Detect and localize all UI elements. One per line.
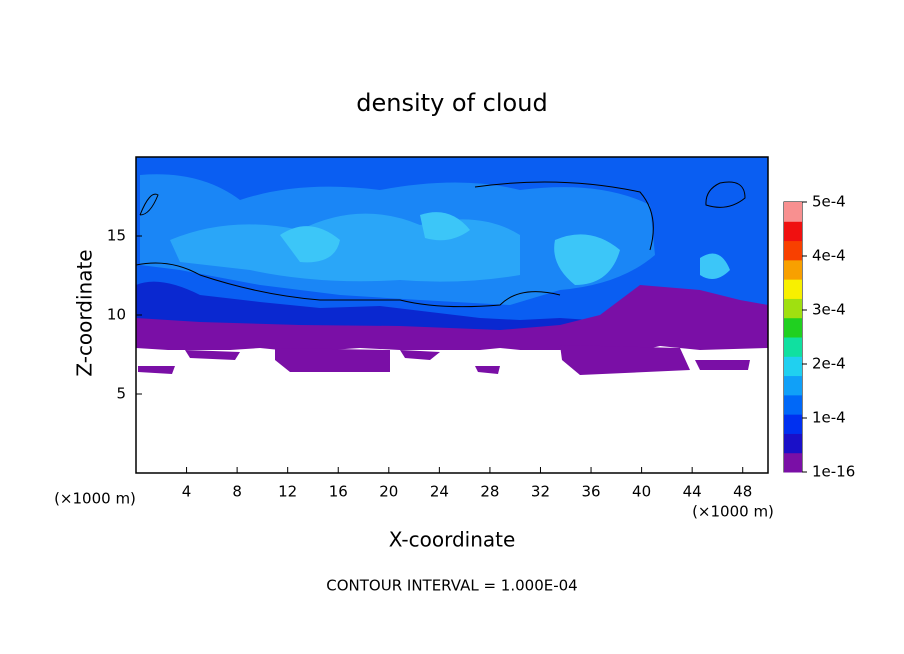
colorbar-swatch <box>784 375 802 396</box>
colorbar-tick-label: 4e-4 <box>812 247 846 265</box>
colorbar-tick-label: 2e-4 <box>812 355 846 373</box>
colorbar-swatch <box>784 298 802 319</box>
x-tick-label: 8 <box>232 483 242 501</box>
x-tick-label: 28 <box>480 483 499 501</box>
colorbar-swatch <box>784 221 802 242</box>
colorbar-tick-label: 1e-4 <box>812 409 846 427</box>
colorbar-tick-label: 1e-16 <box>812 463 855 481</box>
x-tick-label: 24 <box>430 483 449 501</box>
colorbar-swatch <box>784 259 802 280</box>
colorbar-swatch <box>784 452 802 473</box>
colorbar-swatch <box>784 317 802 338</box>
colorbar-swatch <box>784 202 802 222</box>
y-tick-label: 15 <box>107 227 126 245</box>
colorbar-swatch <box>784 356 802 377</box>
x-tick-label: 4 <box>182 483 192 501</box>
colorbar-swatch <box>784 433 802 454</box>
colorbar-swatch <box>784 279 802 299</box>
x-tick-label: 20 <box>379 483 398 501</box>
y-tick-label: 5 <box>116 385 126 403</box>
colorbar-swatch <box>784 414 802 434</box>
annotation: CONTOUR INTERVAL = 1.000E-04 <box>326 577 577 595</box>
x-tick-label: 16 <box>329 483 348 501</box>
colorbar-swatch <box>784 240 802 261</box>
contour-field <box>136 157 768 473</box>
colorbar-tick-label: 5e-4 <box>812 193 846 211</box>
x-tick-label: 44 <box>683 483 702 501</box>
x-unit: (×1000 m) <box>692 503 774 521</box>
y-unit: (×1000 m) <box>54 490 136 508</box>
x-tick-label: 40 <box>632 483 651 501</box>
y-axis-label: Z-coordinate <box>73 249 97 376</box>
y-tick-label: 10 <box>107 306 126 324</box>
chart-title: density of cloud <box>356 89 547 117</box>
x-tick-label: 12 <box>278 483 297 501</box>
colorbar-swatch <box>784 337 802 357</box>
x-tick-label: 48 <box>733 483 752 501</box>
x-tick-label: 36 <box>581 483 600 501</box>
x-tick-label: 32 <box>531 483 550 501</box>
colorbar-tick-label: 3e-4 <box>812 301 846 319</box>
x-axis-label: X-coordinate <box>389 528 516 552</box>
colorbar-swatch <box>784 394 802 415</box>
